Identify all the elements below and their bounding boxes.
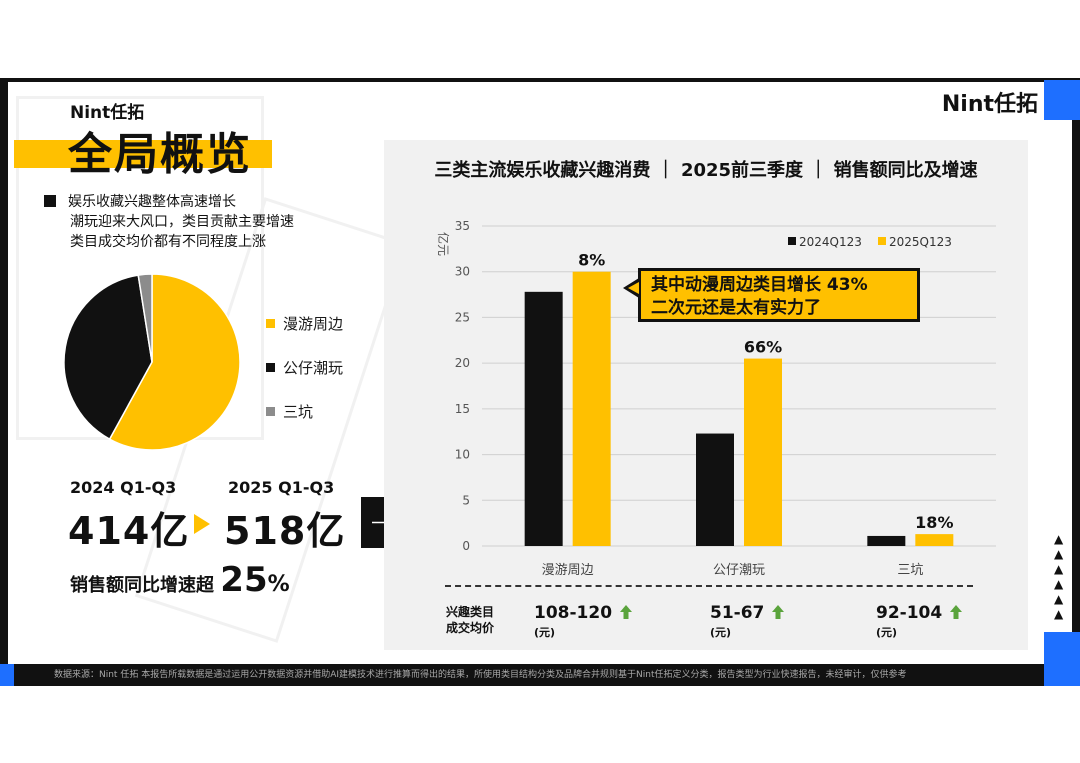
triangle-icon: ▲ — [1054, 547, 1064, 561]
sales-value-2024: 414亿 — [68, 509, 190, 553]
brand-logo-right: Nint任拓 — [941, 92, 1038, 117]
bar-2024Q123-漫游周边 — [524, 291, 563, 546]
divider-dashed — [445, 585, 973, 587]
callout-line-2: 二次元还是太有实力了 — [651, 298, 821, 318]
triangle-icon: ▲ — [1054, 607, 1064, 621]
growth-data-label: 18% — [915, 513, 953, 532]
left-accent-bar — [0, 82, 8, 682]
x-tick-label: 公仔潮玩 — [713, 563, 765, 578]
y-tick-label: 15 — [455, 402, 470, 416]
up-arrow-icon — [950, 605, 963, 619]
brand-logo-left: Nint任拓 — [70, 103, 145, 123]
legend-item-gongzai: 公仔潮玩 — [266, 356, 343, 378]
period-label-2024: 2024 Q1-Q3 — [70, 478, 177, 497]
y-tick-label: 20 — [455, 356, 470, 370]
bullet-square-icon — [44, 195, 56, 207]
legend-swatch — [266, 406, 275, 416]
legend-item-manyou: 漫游周边 — [266, 312, 343, 334]
legend-item-sankeng: 三坑 — [266, 400, 343, 422]
blue-corner-top-right — [1044, 80, 1080, 120]
avg-price-gongzai: 51-67 — [710, 603, 785, 623]
pie-slice-manyou — [108, 273, 241, 451]
legend-label: 公仔潮玩 — [283, 358, 344, 377]
y-tick-label: 10 — [455, 448, 470, 462]
price-value: 51-67 — [710, 603, 765, 623]
bar-2025Q123-三坑 — [915, 534, 954, 546]
avg-price-manyou: 108-120 — [534, 603, 633, 623]
x-tick-label: 漫游周边 — [542, 563, 594, 578]
price-unit: (元) — [876, 626, 898, 639]
y-tick-label: 35 — [455, 219, 470, 233]
bullet-line-3: 类目成交均价都有不同程度上涨 — [44, 232, 294, 252]
legend-swatch — [266, 362, 275, 372]
bullet-text: 娱乐收藏兴趣整体高速增长 — [68, 194, 236, 210]
triangle-icon: ▲ — [1054, 577, 1064, 591]
blue-corner-bottom-left — [0, 664, 14, 686]
avg-price-sankeng: 92-104 — [876, 603, 963, 623]
callout-pointer-fill — [628, 282, 639, 294]
blue-corner-bottom-right — [1044, 632, 1080, 686]
bullet-text: 潮玩迎来大风口，类目贡献主要增速 — [70, 214, 294, 230]
y-tick-label: 25 — [455, 310, 470, 324]
page-title: 全局概览 — [68, 129, 252, 180]
bullet-line-2: 潮玩迎来大风口，类目贡献主要增速 — [44, 212, 294, 232]
footer-disclaimer: 数据来源：Nint 任拓 本报告所载数据是通过运用公开数据资源并借助AI建模技术… — [14, 664, 1044, 686]
chart-panel — [384, 140, 1028, 650]
price-value: 108-120 — [534, 603, 613, 623]
bullet-text: 类目成交均价都有不同程度上涨 — [70, 234, 266, 250]
price-unit: (元) — [710, 626, 732, 639]
y-tick-label: 30 — [455, 265, 470, 279]
growth-value: 25 — [220, 560, 268, 600]
y-tick-label: 5 — [462, 493, 470, 507]
legend-label: 漫游周边 — [283, 314, 344, 333]
chart-legend-label: 2025Q123 — [889, 235, 952, 249]
x-tick-label: 三坑 — [897, 563, 923, 578]
pie-chart — [62, 272, 242, 452]
bar-2025Q123-漫游周边 — [572, 271, 611, 546]
chart-legend-label: 2024Q123 — [799, 235, 862, 249]
pie-legend: 漫游周边 公仔潮玩 三坑 — [266, 312, 343, 444]
growth-sign: % — [267, 572, 290, 597]
decorative-triangles: ▲ ▲ ▲ ▲ ▲ ▲ — [1054, 532, 1063, 622]
price-header-line-1: 兴趣类目 — [446, 605, 495, 619]
pie-slice-gongzai — [63, 274, 153, 441]
price-header-line-2: 成交均价 — [446, 621, 495, 635]
bullet-line-1: 娱乐收藏兴趣整体高速增长 — [44, 192, 294, 212]
triangle-icon: ▲ — [1054, 562, 1064, 576]
y-axis-label: 亿元 — [436, 232, 451, 256]
triangle-icon: ▲ — [1054, 532, 1064, 546]
period-label-2025: 2025 Q1-Q3 — [228, 478, 335, 497]
triangle-icon: ▲ — [1054, 592, 1064, 606]
sales-value-2025: 518亿 — [224, 509, 346, 553]
pie-slice-sankeng — [137, 273, 153, 363]
bar-2024Q123-三坑 — [867, 535, 906, 546]
title-highlight-bar — [14, 140, 272, 168]
chart-title: 三类主流娱乐收藏兴趣消费 ｜ 2025前三季度 ｜ 销售额同比及增速 — [434, 160, 978, 181]
bar-chart: 0 5 10 15 20 25 30 35 亿元 8% 漫游周边 66% 公仔潮玩 18% 三坑 2024Q1… — [436, 219, 996, 578]
growth-data-label: 8% — [578, 251, 605, 270]
callout-line-1: 其中动漫周边类目增长 43% — [651, 275, 868, 295]
price-unit: (元) — [534, 626, 556, 639]
chart-legend-swatch — [878, 237, 886, 245]
growth-statement: 销售额同比增速超 25% — [70, 560, 290, 600]
legend-label: 三坑 — [283, 402, 314, 421]
legend-swatch — [266, 318, 275, 328]
right-accent-bar — [1072, 82, 1080, 682]
growth-arrow-icon — [194, 514, 210, 534]
y-tick-label: 0 — [462, 539, 470, 553]
callout-box: 其中动漫周边类目增长 43% 二次元还是太有实力了 — [638, 268, 920, 322]
chart-legend-swatch — [788, 237, 796, 245]
growth-data-label: 66% — [744, 338, 782, 357]
up-arrow-icon — [772, 605, 785, 619]
summary-bullets: 娱乐收藏兴趣整体高速增长 潮玩迎来大风口，类目贡献主要增速 类目成交均价都有不同… — [44, 192, 294, 252]
price-value: 92-104 — [876, 603, 943, 623]
bar-2025Q123-公仔潮玩 — [744, 358, 782, 546]
price-row-header: 兴趣类目 成交均价 — [446, 604, 494, 636]
growth-prefix: 销售额同比增速超 — [70, 575, 214, 596]
bar-2024Q123-公仔潮玩 — [696, 433, 734, 546]
up-arrow-icon — [620, 605, 633, 619]
